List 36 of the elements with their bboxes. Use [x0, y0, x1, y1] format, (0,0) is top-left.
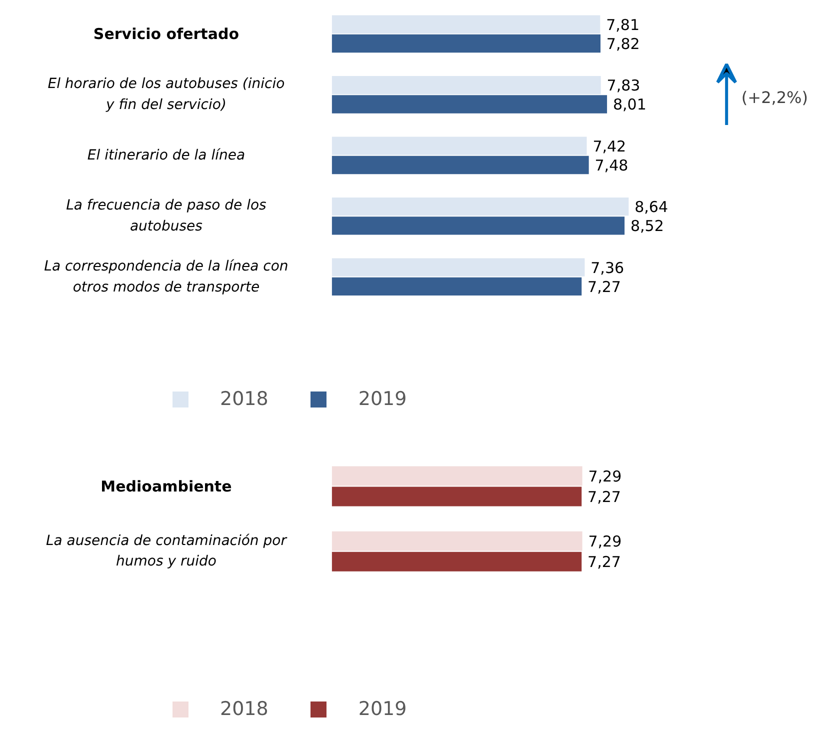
data-label: 7,29: [588, 532, 622, 551]
bar: [332, 156, 589, 174]
data-label: 7,48: [594, 156, 628, 174]
data-label: 7,42: [592, 137, 626, 156]
bar: [332, 76, 601, 94]
bar: [332, 15, 600, 34]
data-label: 7,81: [606, 16, 640, 34]
y-tick-label: Medioambiente: [100, 477, 232, 496]
data-label: 8,01: [612, 96, 646, 114]
bar: [332, 258, 585, 276]
bar: [332, 197, 629, 216]
data-label: 7,29: [588, 468, 622, 486]
data-label: 7,27: [588, 278, 621, 296]
data-label: 7,27: [588, 553, 621, 572]
legend-label: 2018: [220, 388, 268, 410]
y-tick-label: El itinerario de la línea: [87, 147, 246, 164]
bar: [332, 34, 600, 53]
y-tick-label: La ausencia de contaminación por humos y ruido: [46, 532, 288, 570]
bar: [332, 216, 625, 235]
text: (+2,2%): [741, 88, 808, 108]
legend-label: 2019: [358, 388, 407, 410]
data-label: 7,27: [588, 488, 621, 506]
y-tick-label: La frecuencia de paso de los autobuses: [66, 198, 266, 235]
bar: [332, 136, 587, 155]
bar: [332, 277, 582, 296]
bar: [332, 95, 608, 114]
legend-label: 2018: [220, 698, 268, 720]
data-label: 8,64: [634, 198, 668, 216]
legend-label: 2019: [358, 698, 407, 720]
data-label: 7,83: [606, 76, 640, 95]
data-label: 7,82: [606, 34, 640, 53]
data-label: 8,52: [630, 217, 664, 236]
y-tick-label: La correspondencia de la línea con otros modos de transporte: [44, 258, 288, 296]
data-label: 7,36: [590, 258, 624, 277]
y-tick-label: Servicio ofertado: [93, 24, 240, 43]
y-tick-label: El horario de los autobuses (inicio y fin del servicio): [48, 76, 285, 114]
